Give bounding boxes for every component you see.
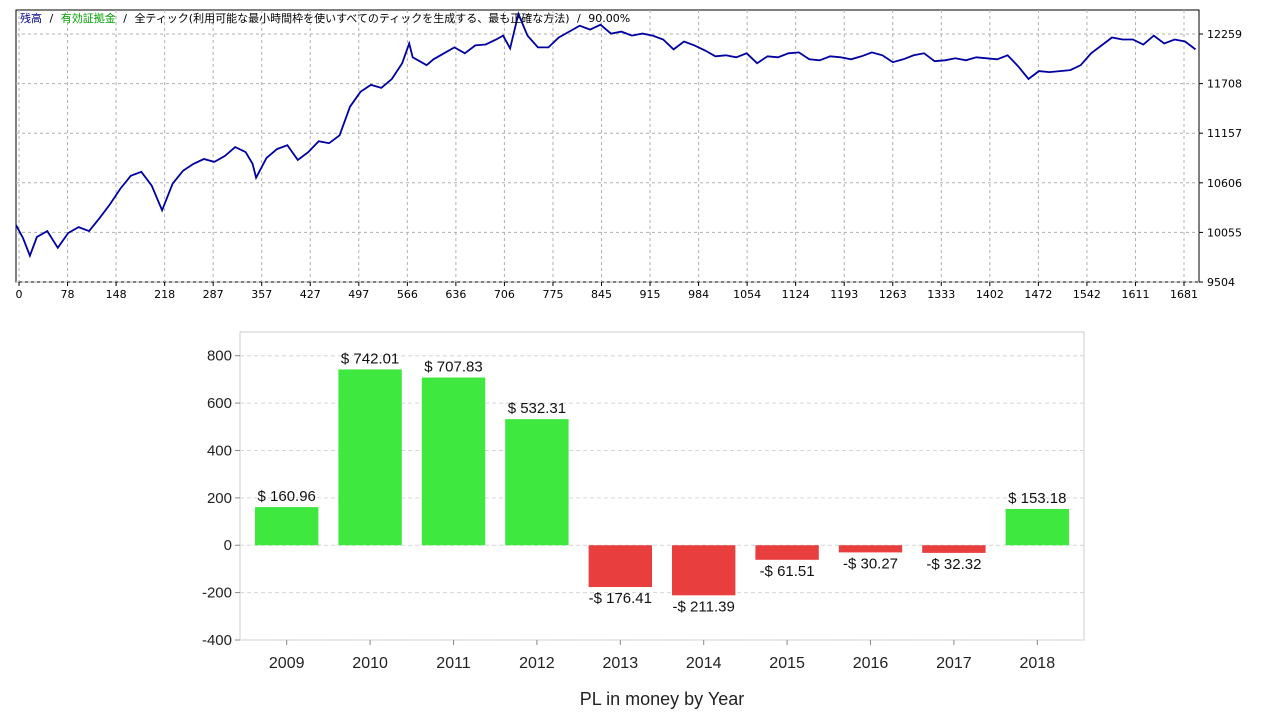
balance-label: 残高 [20,11,42,25]
pl-x-tick-label: 2010 [352,655,388,672]
equity-y-tick-label: 11708 [1207,78,1242,91]
header-sep-2: / [123,12,127,25]
pl-x-tick-label: 2016 [853,655,889,672]
equity-x-tick-label: 775 [542,288,563,301]
pl-bar [255,507,319,546]
pl-y-tick-label: 800 [207,348,232,365]
pl-by-year-chart: 800 600 400 200 0 -200 -400 $ 160.96 $ 742.01 $ … [0,320,1280,720]
equity-y-tick-label: 11157 [1207,127,1242,140]
equity-x-tick-label: 497 [348,288,369,301]
pl-x-tick-label: 2013 [603,655,639,672]
equity-x-tick-label: 915 [640,288,661,301]
equity-label: 有効証拠金 [61,11,116,25]
equity-series-line [15,11,1197,259]
equity-plot-frame [15,9,1200,283]
equity-x-tick-label: 706 [494,288,515,301]
equity-x-tick-label: 1124 [782,288,810,301]
pl-value-label: -$ 211.39 [673,598,735,615]
pl-x-tick-label: 2015 [769,655,805,672]
equity-x-tick-label: 1263 [879,288,907,301]
pl-value-label: $ 160.96 [258,488,316,505]
pl-bar [1005,508,1069,546]
equity-x-tick-label: 427 [300,288,321,301]
pl-value-labels: $ 160.96 $ 742.01 $ 707.83 $ 532.31 -$ 176.4… [258,350,1067,615]
pl-bar [505,419,569,546]
equity-x-tick-label: 357 [251,288,272,301]
pl-bar [838,545,903,553]
equity-x-tick-label: 845 [591,288,612,301]
equity-x-tick-label: 1193 [830,288,858,301]
pl-bar [588,545,652,588]
equity-x-tick-label: 0 [16,288,23,301]
pl-value-label: $ 153.18 [1008,490,1066,507]
pl-x-tick-label: 2018 [1020,655,1056,672]
pl-x-axis-label: PL in money by Year [580,689,744,709]
equity-x-tick-label: 1472 [1024,288,1052,301]
pl-value-label: $ 742.01 [341,350,399,367]
pl-bar [922,545,986,553]
equity-x-tick-label: 984 [688,288,709,301]
pl-x-tick-label: 2014 [686,655,722,672]
equity-x-tick-label: 1611 [1121,288,1149,301]
equity-x-tick-label: 1402 [976,288,1004,301]
pl-y-tick-label: -200 [202,585,232,602]
pl-x-ticks: 2009 2010 2011 2012 2013 2014 2015 2016 2017 2018 [269,640,1055,672]
equity-x-tick-label: 1054 [733,288,761,301]
pl-bar [755,545,819,560]
pl-bar [338,369,402,546]
pl-x-tick-label: 2012 [519,655,555,672]
equity-x-tick-label: 218 [154,288,175,301]
header-sep-1: / [50,12,54,25]
quality-label: 90.00% [588,12,630,25]
pl-value-label: -$ 176.41 [589,590,652,607]
equity-y-ticks: 12259 11708 11157 10606 10055 9504 [1199,28,1242,289]
equity-x-tick-label: 1542 [1073,288,1101,301]
pl-value-label: $ 532.31 [508,400,566,417]
equity-chart: 0 78 148 218 287 357 427 497 566 636 706 775 845 915 9… [0,0,1280,320]
pl-value-label: $ 707.83 [424,359,482,376]
pl-y-tick-label: -400 [202,632,232,649]
pl-bar [421,377,486,546]
equity-y-tick-label: 12259 [1207,28,1242,41]
pl-y-tick-label: 600 [207,395,232,412]
equity-chart-svg: 0 78 148 218 287 357 427 497 566 636 706 775 845 915 9… [15,9,1242,301]
equity-header: 残高 / 有効証拠金 / 全ティック(利用可能な最小時間枠を使いすべてのティック… [20,11,630,25]
pl-y-tick-label: 200 [207,490,232,507]
pl-bars [255,369,1069,596]
equity-x-tick-label: 1333 [927,288,955,301]
equity-x-tick-label: 148 [106,288,127,301]
header-sep-3: / [577,12,581,25]
equity-grid [16,10,1199,283]
pl-value-label: -$ 61.51 [760,563,815,580]
pl-y-tick-label: 0 [224,537,232,554]
pl-value-label: -$ 32.32 [926,556,981,573]
pl-y-ticks: 800 600 400 200 0 -200 -400 [202,348,240,649]
pl-value-label: -$ 30.27 [843,555,898,572]
equity-y-tick-label: 9504 [1207,276,1235,289]
equity-x-tick-label: 287 [203,288,224,301]
equity-x-tick-label: 1681 [1170,288,1198,301]
mode-label: 全ティック(利用可能な最小時間枠を使いすべてのティックを生成する、最も正確な方法… [134,11,569,25]
pl-x-tick-label: 2009 [269,655,305,672]
pl-x-tick-label: 2017 [936,655,972,672]
pl-bar [672,545,736,596]
equity-x-tick-label: 78 [61,288,75,301]
equity-y-tick-label: 10606 [1207,177,1242,190]
equity-x-ticks: 0 78 148 218 287 357 427 497 566 636 706 775 845 915 9… [16,282,1198,301]
pl-x-tick-label: 2011 [436,655,471,672]
equity-y-tick-label: 10055 [1207,226,1242,239]
equity-x-tick-label: 566 [397,288,418,301]
pl-y-tick-label: 400 [207,442,232,459]
equity-x-tick-label: 636 [445,288,466,301]
